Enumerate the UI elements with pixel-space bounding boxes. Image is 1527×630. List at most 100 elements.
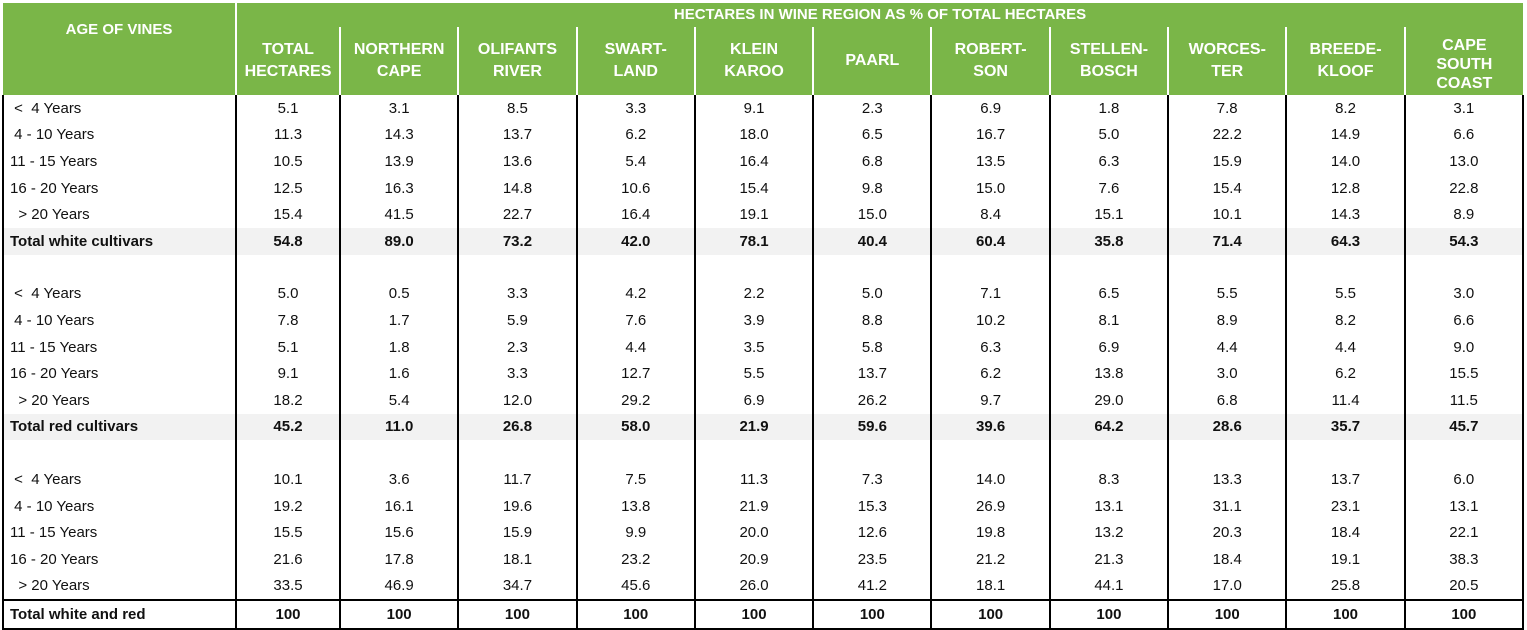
row-label: 4 - 10 Years bbox=[2, 307, 236, 334]
spacer-cell bbox=[1285, 440, 1405, 467]
value-cell: 45.7 bbox=[1403, 413, 1525, 441]
value-cell: 23.1 bbox=[1285, 492, 1405, 520]
value-cell: 5.4 bbox=[575, 148, 695, 175]
region-header-line: KAROO bbox=[724, 63, 784, 80]
region-header-line: ROBERT- bbox=[954, 41, 1027, 58]
value-cell: 5.5 bbox=[693, 360, 814, 387]
region-header-line: TOTAL bbox=[262, 41, 314, 58]
value-cell: 10.6 bbox=[575, 174, 695, 202]
value-cell: 13.0 bbox=[1403, 148, 1525, 175]
value-cell: 29.2 bbox=[575, 386, 695, 414]
value-cell: 8.8 bbox=[812, 307, 932, 334]
row-label: > 20 Years bbox=[2, 572, 236, 601]
spacer-cell bbox=[930, 440, 1050, 467]
row-label: 11 - 15 Years bbox=[2, 519, 236, 546]
value-cell: 6.8 bbox=[1167, 386, 1287, 414]
value-cell: 8.2 bbox=[1285, 95, 1405, 122]
value-cell: 3.3 bbox=[575, 95, 695, 122]
value-cell: 12.7 bbox=[575, 360, 695, 387]
region-header-line: KLOOF bbox=[1317, 63, 1374, 80]
value-cell: 6.3 bbox=[1048, 148, 1169, 175]
spacer-cell bbox=[457, 254, 577, 281]
region-header-line: STELLEN- bbox=[1069, 41, 1149, 58]
region-header-line: KLEIN bbox=[730, 41, 779, 58]
value-cell: 8.9 bbox=[1167, 307, 1287, 334]
value-cell: 100 bbox=[1167, 599, 1287, 630]
value-cell: 13.9 bbox=[338, 148, 459, 175]
spacer-cell bbox=[1285, 254, 1405, 281]
value-cell: 9.0 bbox=[1403, 333, 1525, 361]
value-cell: 19.8 bbox=[930, 519, 1050, 546]
value-cell: 6.9 bbox=[930, 95, 1050, 122]
table-row: 16 - 20 Years 21.6 17.8 18.1 23.2 20.9 23.5 21.… bbox=[2, 545, 1525, 573]
region-header-1: NORTHERN CAPE bbox=[338, 27, 459, 95]
value-cell: 16.4 bbox=[575, 201, 695, 228]
value-cell: 3.0 bbox=[1167, 360, 1287, 387]
value-cell: 100 bbox=[457, 599, 577, 630]
value-cell: 10.2 bbox=[930, 307, 1050, 334]
value-cell: 3.3 bbox=[457, 360, 577, 387]
value-cell: 3.9 bbox=[693, 307, 814, 334]
value-cell: 17.8 bbox=[338, 545, 459, 573]
row-label: < 4 Years bbox=[2, 280, 236, 308]
value-cell: 22.1 bbox=[1403, 519, 1525, 546]
value-cell: 15.4 bbox=[1167, 174, 1287, 202]
value-cell: 15.9 bbox=[457, 519, 577, 546]
value-cell: 15.4 bbox=[693, 174, 814, 202]
table-row: 11 - 15 Years 5.1 1.8 2.3 4.4 3.5 5.8 6.3 6.9 4.4… bbox=[2, 333, 1525, 361]
table-row: < 4 Years 5.0 0.5 3.3 4.2 2.2 5.0 7.1 6.5 5.5 5.5 3… bbox=[2, 280, 1525, 308]
value-cell: 38.3 bbox=[1403, 545, 1525, 573]
value-cell: 9.1 bbox=[693, 95, 814, 122]
value-cell: 71.4 bbox=[1167, 227, 1287, 255]
spacer-cell bbox=[1048, 440, 1169, 467]
total-row: Total white and red 100 100 100 100 100 100 100… bbox=[2, 599, 1525, 630]
value-cell: 15.9 bbox=[1167, 148, 1287, 175]
table-row: > 20 Years 33.5 46.9 34.7 45.6 26.0 41.2 18.1 44… bbox=[2, 572, 1525, 601]
spacer-cell bbox=[457, 440, 577, 467]
value-cell: 8.9 bbox=[1403, 201, 1525, 228]
table-row: 4 - 10 Years 19.2 16.1 19.6 13.8 21.9 15.3 26.9… bbox=[2, 492, 1525, 520]
value-cell: 18.0 bbox=[693, 121, 814, 149]
value-cell: 7.3 bbox=[812, 466, 932, 493]
value-cell: 64.2 bbox=[1048, 413, 1169, 441]
region-header-3: SWART- LAND bbox=[575, 27, 695, 95]
table-row: 16 - 20 Years 9.1 1.6 3.3 12.7 5.5 13.7 6.2 13.8… bbox=[2, 360, 1525, 387]
value-cell: 15.5 bbox=[1403, 360, 1525, 387]
value-cell: 23.5 bbox=[812, 545, 932, 573]
value-cell: 3.1 bbox=[1403, 95, 1525, 122]
value-cell: 64.3 bbox=[1285, 227, 1405, 255]
total-row: Total white cultivars 54.8 89.0 73.2 42.0 78.… bbox=[2, 227, 1525, 255]
value-cell: 7.8 bbox=[235, 307, 340, 334]
value-cell: 28.6 bbox=[1167, 413, 1287, 441]
region-header-line: SOUTH bbox=[1436, 55, 1493, 73]
value-cell: 5.1 bbox=[235, 333, 340, 361]
value-cell: 89.0 bbox=[338, 227, 459, 255]
value-cell: 9.9 bbox=[575, 519, 695, 546]
region-header-4: KLEIN KAROO bbox=[693, 27, 814, 95]
value-cell: 12.6 bbox=[812, 519, 932, 546]
value-cell: 26.9 bbox=[930, 492, 1050, 520]
value-cell: 17.0 bbox=[1167, 572, 1287, 601]
value-cell: 2.3 bbox=[812, 95, 932, 122]
table-row: 11 - 15 Years 10.5 13.9 13.6 5.4 16.4 6.8 13.5 6… bbox=[2, 148, 1525, 175]
region-header-8: WORCES- TER bbox=[1167, 27, 1287, 95]
table-body: < 4 Years 5.1 3.1 8.5 3.3 9.1 2.3 6.9 1.8 7.8 8.2 3… bbox=[2, 95, 1525, 630]
region-header-6: ROBERT- SON bbox=[930, 27, 1050, 95]
value-cell: 100 bbox=[930, 599, 1050, 630]
value-cell: 13.8 bbox=[575, 492, 695, 520]
value-cell: 21.3 bbox=[1048, 545, 1169, 573]
region-header-line: SON bbox=[973, 63, 1008, 80]
value-cell: 7.8 bbox=[1167, 95, 1287, 122]
region-header-7: STELLEN- BOSCH bbox=[1048, 27, 1169, 95]
spacer-cell bbox=[235, 254, 340, 281]
spacer-cell bbox=[1048, 254, 1169, 281]
value-cell: 44.1 bbox=[1048, 572, 1169, 601]
value-cell: 4.4 bbox=[1285, 333, 1405, 361]
value-cell: 1.8 bbox=[1048, 95, 1169, 122]
value-cell: 15.0 bbox=[930, 174, 1050, 202]
value-cell: 21.9 bbox=[693, 492, 814, 520]
value-cell: 8.1 bbox=[1048, 307, 1169, 334]
region-header-line: CAPE bbox=[1442, 36, 1487, 54]
value-cell: 5.9 bbox=[457, 307, 577, 334]
value-cell: 18.4 bbox=[1167, 545, 1287, 573]
